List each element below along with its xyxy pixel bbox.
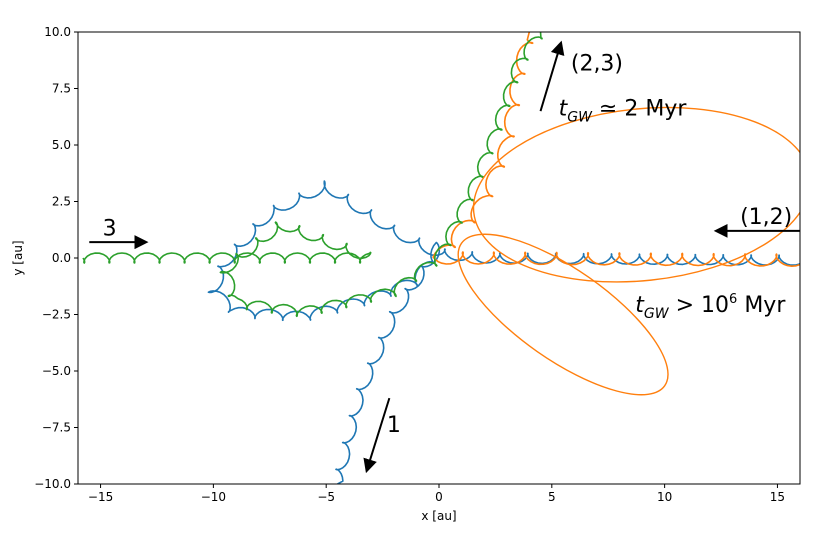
tgw-subscript: GW (644, 306, 670, 322)
annotation-label-1: 1 (387, 413, 401, 438)
annotation-tgw-23: tGW ≃ 2 Myr (559, 97, 688, 126)
arrow-23 (539, 40, 565, 112)
annotation-label-3: 3 (103, 216, 117, 241)
tgw-rest-before-sup: > 10 (669, 293, 729, 318)
tgw-superscript: 6 (729, 292, 737, 307)
x-tick-label: −15 (88, 490, 113, 504)
orange-orbit-ellipse (472, 106, 800, 283)
y-tick-label: 7.5 (52, 82, 71, 96)
ticks-layer: −15 −10 −5 0 5 10 15 −10.0 −7.5 −5.0 −2.5 0.0 2.5 5.0… (34, 25, 785, 504)
x-tick-label: 10 (657, 490, 672, 504)
annotation-label-12: (1,2) (740, 205, 792, 230)
y-tick-label: 2.5 (52, 195, 71, 209)
y-tick-label: −7.5 (42, 421, 71, 435)
tgw-base: t (635, 293, 645, 318)
y-tick-label: 5.0 (52, 138, 71, 152)
x-tick-label: 15 (770, 490, 785, 504)
arrow-1 (363, 397, 391, 474)
x-tick-label: −5 (317, 490, 335, 504)
series-2 (432, 32, 800, 267)
y-tick-label: −2.5 (42, 308, 71, 322)
orange-orbit-ellipse (457, 233, 669, 396)
x-axis-label: x [au] (421, 509, 456, 523)
series-1 (207, 180, 800, 484)
tgw-base: t (559, 97, 569, 122)
tgw-subscript: GW (567, 110, 593, 126)
x-tick-label: 0 (435, 490, 443, 504)
series-layer (82, 32, 800, 484)
y-axis-label: y [au] (11, 240, 25, 275)
y-tick-label: 10.0 (44, 25, 71, 39)
tgw-rest-after-sup: Myr (737, 293, 786, 318)
annotation-tgw-12: tGW > 106 Myr (635, 292, 786, 322)
arrows-layer (89, 40, 800, 474)
series-3-line (82, 32, 543, 318)
y-tick-label: −5.0 (42, 364, 71, 378)
series-2-ellipses (457, 106, 800, 396)
tgw-rest: ≃ 2 Myr (592, 97, 687, 122)
annotation-label-23: (2,3) (571, 51, 623, 76)
series-2-line (432, 32, 800, 267)
y-tick-label: −10.0 (34, 477, 71, 491)
x-tick-label: 5 (548, 490, 556, 504)
series-1-line (207, 180, 800, 484)
x-tick-label: −10 (201, 490, 226, 504)
series-3 (82, 32, 543, 318)
y-tick-label: 0.0 (52, 251, 71, 265)
